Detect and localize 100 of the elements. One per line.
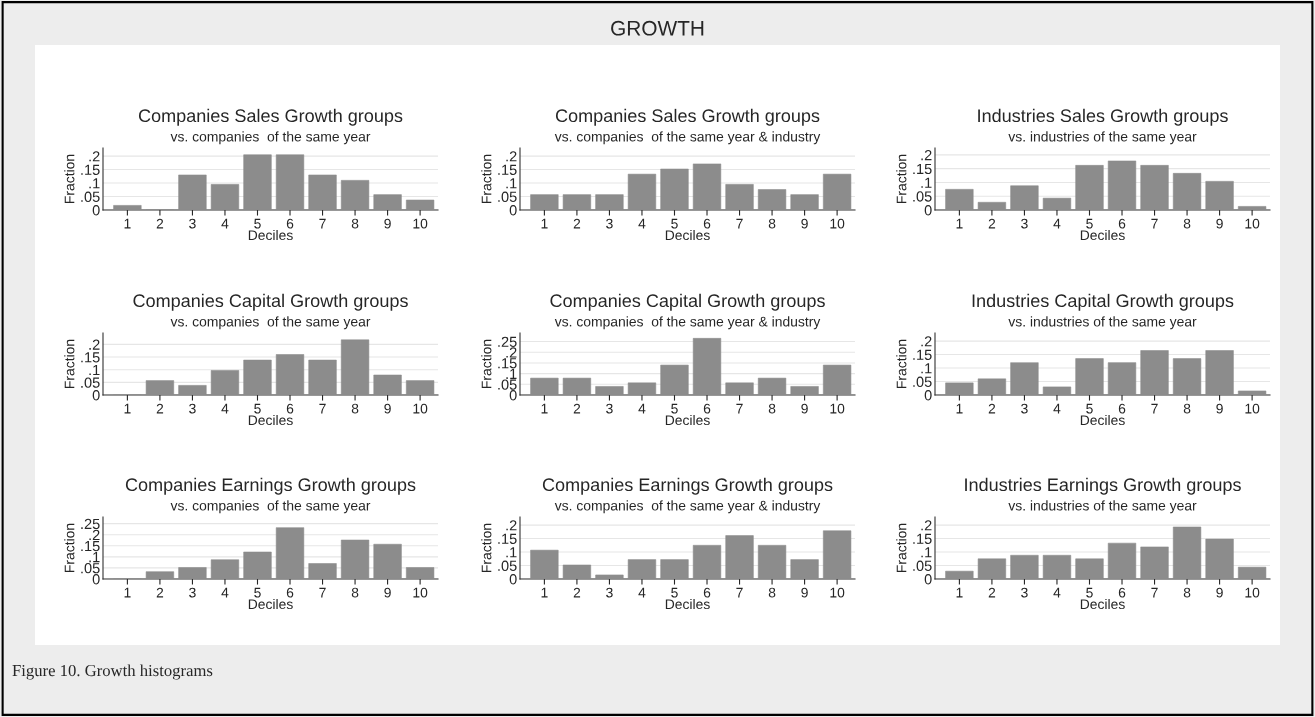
bar xyxy=(1172,526,1202,579)
y-tick-label: .1 xyxy=(506,368,517,379)
y-tick-label: .05 xyxy=(498,379,517,390)
x-tick-label: 2 xyxy=(573,218,581,229)
bar xyxy=(725,382,754,395)
y-tick-label: .2 xyxy=(921,520,932,531)
x-axis-title: Deciles xyxy=(1080,598,1125,610)
bar xyxy=(757,377,787,395)
bar xyxy=(790,194,819,210)
bar xyxy=(340,339,370,395)
y-tick-label: .2 xyxy=(89,339,100,350)
y-tick-label: .05 xyxy=(913,191,932,202)
x-tick-label: 6 xyxy=(1118,587,1126,598)
y-axis-title: Fraction xyxy=(896,154,907,203)
x-tick-label: 1 xyxy=(541,587,548,598)
y-tick-label: .1 xyxy=(921,363,932,374)
x-tick-label: 8 xyxy=(1183,403,1191,414)
x-tick-label: 2 xyxy=(988,587,996,598)
x-tick-label: 10 xyxy=(830,403,845,414)
bar xyxy=(113,205,142,210)
x-tick-label: 3 xyxy=(606,587,613,598)
x-tick-label: 8 xyxy=(1183,218,1191,229)
chart-subtitle: vs. companies of the same year & industry xyxy=(554,316,821,330)
x-tick-label: 8 xyxy=(768,218,776,229)
x-tick-label: 10 xyxy=(1245,403,1260,414)
x-tick-label: 7 xyxy=(319,587,326,598)
x-tick-label: 8 xyxy=(768,403,776,414)
bar xyxy=(1107,160,1137,210)
x-tick-label: 5 xyxy=(1086,403,1093,414)
x-tick-label: 4 xyxy=(1053,218,1061,229)
bar xyxy=(562,194,592,210)
x-tick-label: 5 xyxy=(671,403,678,414)
chart-title: Industries Sales Growth groups xyxy=(978,108,1228,126)
bar xyxy=(692,545,722,579)
x-tick-label: 1 xyxy=(124,587,131,598)
bar xyxy=(1010,555,1039,579)
x-tick-label: 9 xyxy=(384,587,391,598)
x-axis-title: Deciles xyxy=(248,229,293,241)
bar xyxy=(595,574,624,579)
bar xyxy=(373,374,402,395)
x-tick-label: 2 xyxy=(156,587,164,598)
x-tick-label: 5 xyxy=(254,403,261,414)
chart-title: Industries Earnings Growth groups xyxy=(965,477,1241,495)
bar xyxy=(406,199,435,210)
x-tick-label: 4 xyxy=(221,587,229,598)
bar xyxy=(977,202,1007,210)
x-tick-label: 4 xyxy=(638,218,646,229)
bar xyxy=(178,385,207,395)
bar xyxy=(725,535,754,579)
bar xyxy=(1205,181,1234,210)
caption: Figure 10. Growth histograms xyxy=(12,664,213,680)
x-tick-label: 3 xyxy=(1021,218,1028,229)
x-tick-label: 8 xyxy=(1183,587,1191,598)
bar xyxy=(178,567,207,579)
chart-title: Companies Sales Growth groups xyxy=(138,108,403,126)
x-tick-label: 8 xyxy=(351,218,359,229)
bar xyxy=(243,154,272,210)
y-axis-title: Fraction xyxy=(481,154,492,203)
bar xyxy=(1075,358,1104,395)
x-tick-label: 5 xyxy=(1086,587,1093,598)
bar xyxy=(725,184,754,210)
y-axis-title: Fraction xyxy=(481,523,492,572)
x-tick-label: 6 xyxy=(286,218,294,229)
bar xyxy=(1238,206,1267,210)
y-tick-label: .25 xyxy=(81,518,100,530)
x-tick-label: 2 xyxy=(573,403,581,414)
bar xyxy=(945,189,974,210)
x-tick-label: 7 xyxy=(1151,403,1158,414)
bar xyxy=(595,386,624,395)
bar xyxy=(145,380,175,395)
bar xyxy=(340,539,370,579)
bar xyxy=(373,543,402,579)
bar xyxy=(1075,558,1104,579)
y-tick-label: 0 xyxy=(924,205,932,216)
x-axis-title: Deciles xyxy=(248,598,293,610)
bar xyxy=(1238,566,1267,579)
x-tick-label: 2 xyxy=(573,587,581,598)
x-tick-label: 3 xyxy=(1021,403,1028,414)
x-tick-label: 4 xyxy=(1053,403,1061,414)
bar xyxy=(1172,173,1202,210)
chart-title: Companies Capital Growth groups xyxy=(550,293,825,311)
x-tick-label: 5 xyxy=(254,587,261,598)
bar xyxy=(627,559,657,579)
bar xyxy=(790,386,819,395)
y-tick-label: .1 xyxy=(506,547,517,558)
bar xyxy=(1140,350,1169,395)
y-tick-label: .2 xyxy=(506,151,517,162)
bar xyxy=(660,168,689,210)
y-tick-label: .15 xyxy=(913,349,932,360)
x-tick-label: 5 xyxy=(1086,218,1093,229)
bar xyxy=(1107,542,1137,579)
x-tick-label: 10 xyxy=(1245,587,1260,598)
x-tick-label: 8 xyxy=(768,587,776,598)
y-tick-label: .15 xyxy=(81,352,100,363)
chart-subtitle: vs. companies of the same year xyxy=(170,500,371,514)
x-tick-label: 1 xyxy=(541,218,548,229)
y-tick-label: .1 xyxy=(506,178,517,189)
y-tick-label: .2 xyxy=(921,336,932,347)
bar xyxy=(757,189,787,210)
x-tick-label: 3 xyxy=(1021,587,1028,598)
